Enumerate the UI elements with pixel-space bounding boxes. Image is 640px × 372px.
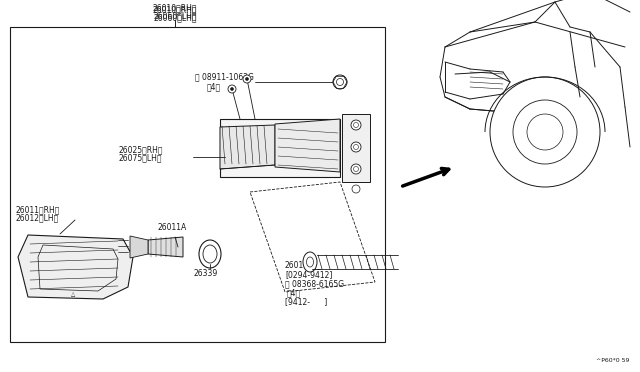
Text: 26075（LH）: 26075（LH）: [118, 154, 161, 163]
Circle shape: [337, 78, 344, 86]
Circle shape: [490, 77, 600, 187]
Ellipse shape: [203, 245, 217, 263]
Text: [0294-9412]: [0294-9412]: [285, 270, 332, 279]
Text: 26010（RH）: 26010（RH）: [153, 3, 197, 12]
Text: 26025（RH）: 26025（RH）: [118, 145, 163, 154]
Circle shape: [243, 75, 251, 83]
Polygon shape: [130, 236, 148, 258]
Text: ⓝ 08911-1062G: ⓝ 08911-1062G: [195, 73, 254, 81]
Text: 26012（LH）: 26012（LH）: [15, 214, 58, 222]
Circle shape: [353, 144, 358, 150]
FancyBboxPatch shape: [220, 119, 340, 177]
Text: 26339: 26339: [193, 269, 217, 279]
Text: 26010（RH）: 26010（RH）: [153, 6, 197, 15]
Polygon shape: [220, 125, 275, 169]
Text: 26011（RH）: 26011（RH）: [15, 205, 60, 215]
Circle shape: [351, 120, 361, 130]
Text: 26060（LH）: 26060（LH）: [153, 11, 196, 20]
Circle shape: [351, 164, 361, 174]
Bar: [342, 114, 370, 182]
Circle shape: [246, 77, 248, 80]
Circle shape: [353, 122, 358, 128]
Bar: [10, 27, 385, 342]
Text: 26010A: 26010A: [285, 262, 314, 270]
Circle shape: [513, 100, 577, 164]
Text: △: △: [71, 292, 75, 296]
Text: [9412-      ]: [9412- ]: [285, 298, 327, 307]
Text: 26060（LH）: 26060（LH）: [153, 13, 196, 22]
Circle shape: [333, 75, 347, 89]
Polygon shape: [18, 235, 133, 299]
Text: ^P60*0 59: ^P60*0 59: [596, 357, 630, 362]
Text: Ⓢ 08368-6165G: Ⓢ 08368-6165G: [285, 279, 344, 289]
Circle shape: [353, 167, 358, 171]
Text: （4）: （4）: [287, 289, 301, 298]
Polygon shape: [148, 237, 183, 257]
Circle shape: [228, 85, 236, 93]
Text: 26011A: 26011A: [158, 222, 188, 231]
Ellipse shape: [303, 252, 317, 272]
Circle shape: [352, 185, 360, 193]
Polygon shape: [275, 119, 340, 172]
Ellipse shape: [307, 257, 314, 267]
Text: （4）: （4）: [207, 83, 221, 92]
Circle shape: [527, 114, 563, 150]
Circle shape: [230, 87, 234, 90]
Circle shape: [351, 142, 361, 152]
Ellipse shape: [199, 240, 221, 268]
